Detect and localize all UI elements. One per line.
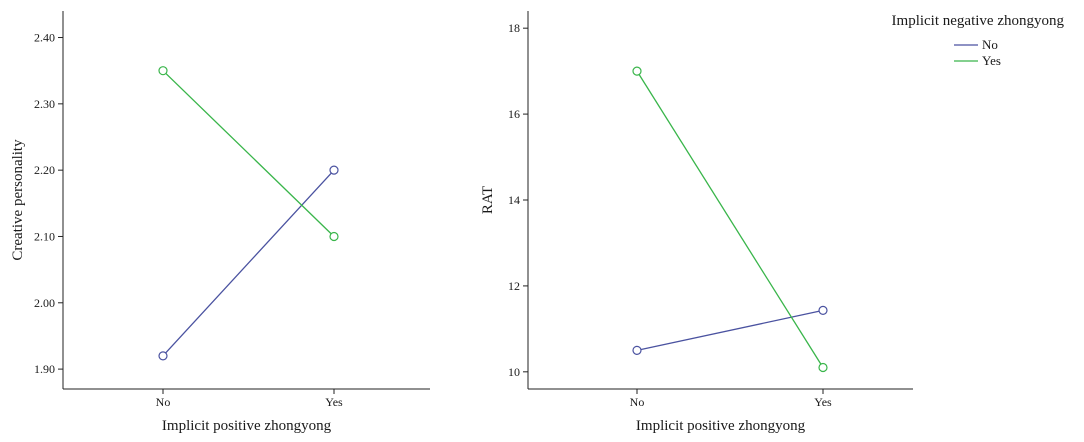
x-tick-label: No (156, 395, 171, 409)
series-left (158, 66, 339, 361)
legend-label-yes: Yes (982, 53, 1001, 68)
y-tick-label: 2.10 (34, 229, 55, 243)
x-tick-label: Yes (325, 395, 343, 409)
y-ticks-right: 10 12 14 16 18 (508, 21, 528, 379)
data-point-no (158, 351, 168, 361)
y-tick-label: 2.20 (34, 163, 55, 177)
series-right (632, 66, 828, 373)
y-tick-label: 18 (508, 21, 520, 35)
data-point-no (818, 305, 828, 315)
data-point-yes (158, 66, 168, 76)
y-tick-label: 2.30 (34, 97, 55, 111)
x-ticks-left: No Yes (156, 389, 343, 409)
x-tick-label: Yes (814, 395, 832, 409)
series-line-no (162, 169, 335, 357)
chart-rat: 10 12 14 16 18 No Yes Implicit positive zhong… (480, 11, 913, 434)
y-tick-label: 2.40 (34, 31, 55, 45)
x-ticks-right: No Yes (630, 389, 832, 409)
y-axis-title-left: Creative personality (10, 139, 26, 261)
y-tick-label: 16 (508, 107, 520, 121)
data-point-yes (818, 362, 828, 373)
y-tick-label: 12 (508, 279, 520, 293)
axes-left (62, 11, 430, 390)
x-axis-title-right: Implicit positive zhongyong (636, 418, 806, 434)
y-tick-label: 1.90 (34, 362, 55, 376)
x-tick-label: No (630, 395, 645, 409)
y-tick-label: 14 (508, 193, 520, 207)
legend-title: Implicit negative zhongyong (892, 13, 1065, 29)
data-point-no (329, 165, 339, 175)
data-point-no (632, 345, 642, 355)
series-line-yes (636, 70, 824, 368)
series-line-yes (162, 70, 335, 237)
y-tick-label: 2.00 (34, 296, 55, 310)
data-point-yes (329, 231, 339, 242)
x-axis-title-left: Implicit positive zhongyong (162, 418, 332, 434)
y-axis-title-right: RAT (480, 186, 496, 214)
y-ticks-left: 1.90 2.00 2.10 2.20 2.30 2.40 (34, 31, 63, 376)
data-point-yes (632, 66, 642, 76)
legend-label-no: No (982, 37, 998, 52)
series-line-no (636, 309, 824, 351)
chart-creative-personality: 1.90 2.00 2.10 2.20 2.30 2.40 No Yes Implicit … (10, 11, 430, 434)
y-tick-label: 10 (508, 365, 520, 379)
